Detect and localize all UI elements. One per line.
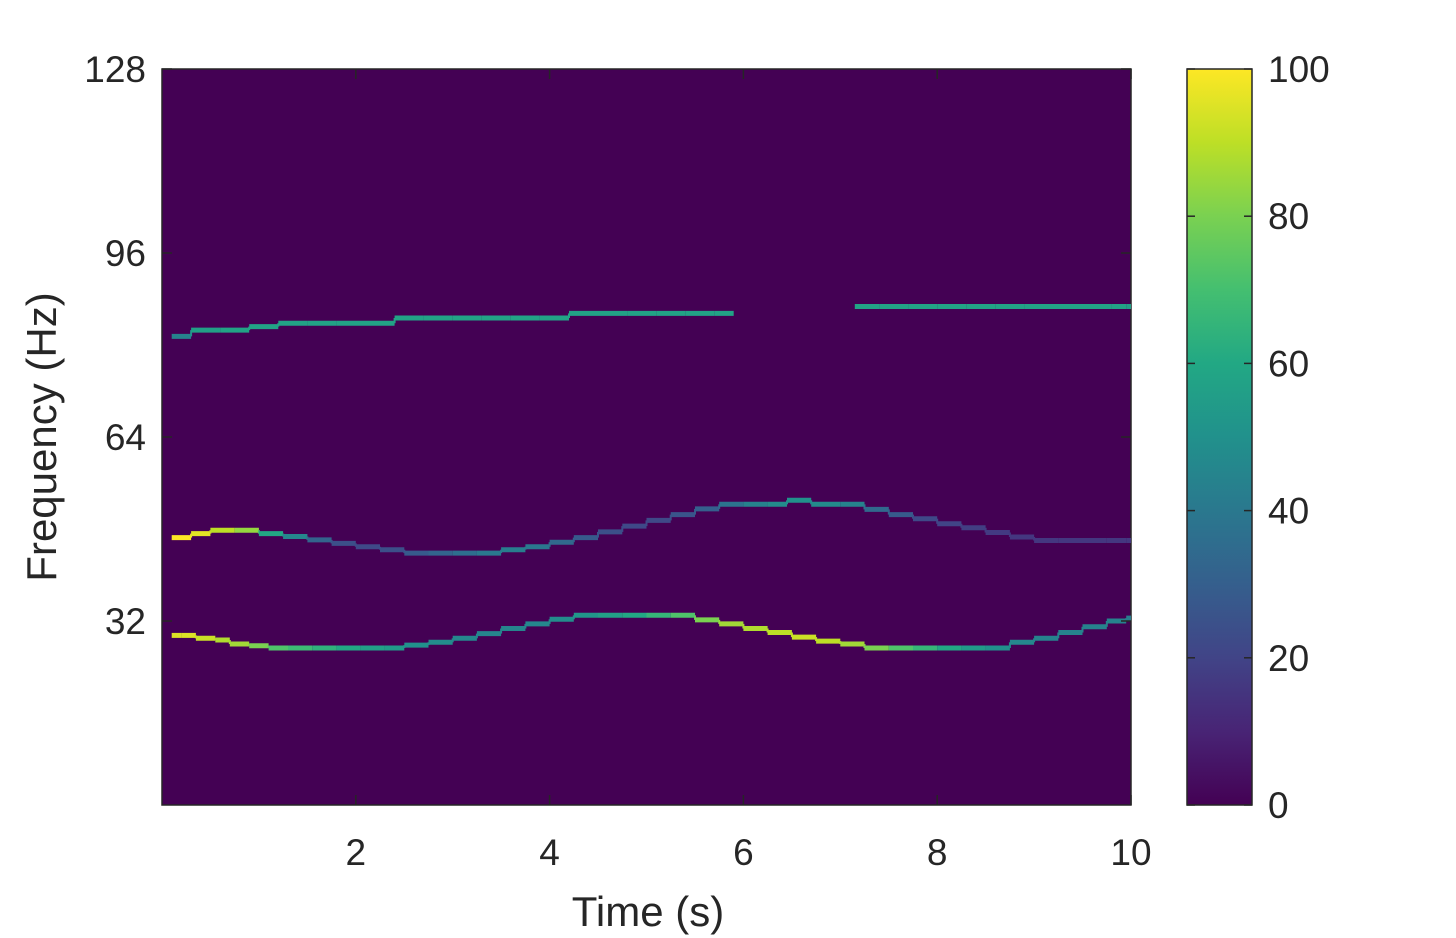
colorbar-tick-label: 80 (1268, 196, 1309, 237)
colorbar-axis: 0 20 40 60 80 100 (1187, 49, 1330, 826)
x-tick-label: 10 (1110, 832, 1151, 873)
x-tick-label: 2 (346, 832, 367, 873)
y-tick-label: 128 (84, 49, 146, 90)
y-axis-label: Frequency (Hz) (18, 292, 65, 581)
x-tick-label: 4 (539, 832, 560, 873)
colorbar-tick-label: 0 (1268, 785, 1289, 826)
x-tick-label: 6 (733, 832, 754, 873)
plot-tick-marks (162, 68, 1132, 805)
y-tick-label: 32 (105, 601, 146, 642)
spectrogram-ridges (171, 304, 1131, 651)
colorbar-tick-label: 60 (1268, 343, 1309, 384)
x-axis-label: Time (s) (572, 888, 724, 935)
colorbar-tick-label: 100 (1268, 49, 1330, 90)
colorbar (1186, 68, 1253, 806)
plot-area (161, 68, 1132, 806)
y-tick-label: 96 (105, 233, 146, 274)
y-tick-label: 64 (105, 417, 146, 458)
colorbar-tick-label: 40 (1268, 491, 1309, 532)
colorbar-tick-label: 20 (1268, 638, 1309, 679)
x-axis: 2 4 6 8 10 (346, 832, 1152, 873)
x-tick-label: 8 (927, 832, 948, 873)
y-axis: 32 64 96 128 (84, 49, 146, 642)
